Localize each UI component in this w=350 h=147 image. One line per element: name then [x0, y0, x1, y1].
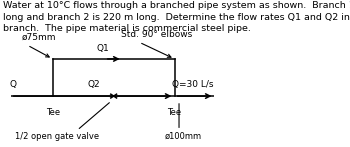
- Text: Water at 10°C flows through a branched pipe system as shown.  Branch 1 is 400 m
: Water at 10°C flows through a branched p…: [3, 1, 350, 33]
- Text: Q1: Q1: [96, 44, 109, 53]
- Text: Tee: Tee: [168, 108, 182, 117]
- Text: Std. 90° elbows: Std. 90° elbows: [121, 30, 192, 39]
- Text: Q2: Q2: [88, 80, 100, 89]
- Text: ø100mm: ø100mm: [165, 132, 202, 141]
- Text: 1/2 open gate valve: 1/2 open gate valve: [15, 132, 99, 141]
- Text: ø75mm: ø75mm: [22, 33, 56, 42]
- Text: Q: Q: [9, 80, 16, 89]
- Text: Q=30 L/s: Q=30 L/s: [172, 80, 214, 89]
- Text: Tee: Tee: [46, 108, 60, 117]
